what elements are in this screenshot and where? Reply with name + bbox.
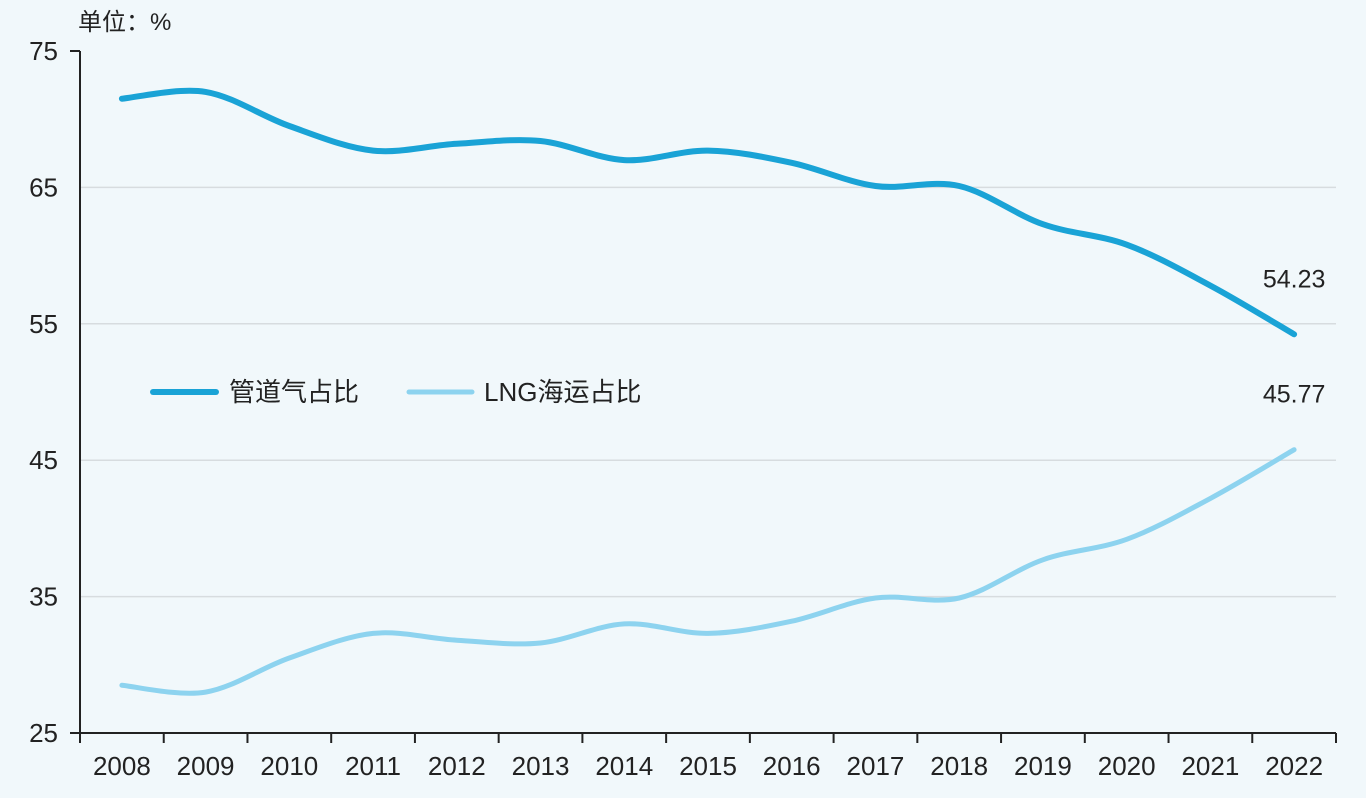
x-tick-label-2018: 2018 [930,751,988,781]
x-tick-label-2015: 2015 [679,751,737,781]
x-tick-label-2008: 2008 [93,751,151,781]
x-tick-label-2014: 2014 [595,751,653,781]
x-tick-label-2012: 2012 [428,751,486,781]
x-tick-label-2011: 2011 [345,751,401,781]
y-tick-label-45: 45 [29,445,58,475]
axes [70,50,1336,734]
y-tick-label-75: 75 [29,36,58,66]
series-line-pipeline [118,87,1298,338]
x-tick-label-2013: 2013 [512,751,570,781]
x-tick-label-2022: 2022 [1265,751,1323,781]
y-tick-label-35: 35 [29,582,58,612]
x-tick-label-2010: 2010 [260,751,318,781]
y-tick-label-65: 65 [29,172,58,202]
legend-label-pipeline: 管道气占比 [229,377,359,407]
unit-label: 单位：% [78,9,171,36]
y-tick-label-25: 25 [29,718,58,748]
data-label-pipeline: 54.23 [1263,265,1326,293]
x-tick-label-2019: 2019 [1014,751,1072,781]
data-label-lng: 45.77 [1263,381,1326,409]
x-tick-label-2021: 2021 [1181,751,1239,781]
data-labels: 54.23 45.77 [1263,265,1326,408]
legend-label-lng: LNG海运占比 [484,377,641,407]
gridlines [80,186,1336,598]
series-lines [118,87,1298,696]
series-line-lng [119,447,1297,696]
x-tick-label-2009: 2009 [177,751,235,781]
y-axis-ticks: 25 35 45 55 65 75 [29,36,58,748]
legend: 管道气占比 LNG海运占比 [150,377,641,407]
x-tick-label-2020: 2020 [1098,751,1156,781]
y-tick-label-55: 55 [29,309,58,339]
x-tick-label-2017: 2017 [847,751,905,781]
x-tick-label-2016: 2016 [763,751,821,781]
x-axis-ticks: 2008 2009 2010 2011 2012 2013 2014 2015 2016 2017… [79,733,1337,781]
